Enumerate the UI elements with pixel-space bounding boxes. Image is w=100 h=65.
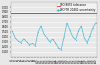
Legend: ISO 8655 tolerance, ISO/TR 20461 uncertainty: ISO 8655 tolerance, ISO/TR 20461 uncerta…	[57, 3, 97, 13]
